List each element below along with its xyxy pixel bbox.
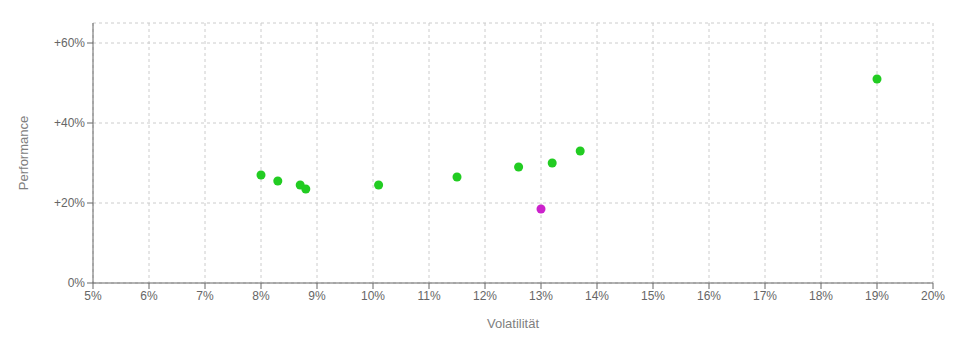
svg-text:16%: 16% (697, 289, 721, 303)
svg-text:+20%: +20% (54, 196, 85, 210)
svg-text:18%: 18% (809, 289, 833, 303)
svg-text:Volatilität: Volatilität (487, 316, 539, 331)
svg-text:0%: 0% (68, 276, 86, 290)
svg-text:14%: 14% (585, 289, 609, 303)
svg-text:11%: 11% (417, 289, 440, 303)
svg-text:15%: 15% (641, 289, 665, 303)
svg-text:5%: 5% (84, 289, 102, 303)
svg-text:Performance: Performance (16, 116, 31, 190)
svg-text:12%: 12% (473, 289, 497, 303)
svg-text:6%: 6% (140, 289, 158, 303)
svg-text:7%: 7% (196, 289, 214, 303)
svg-text:+40%: +40% (54, 116, 85, 130)
svg-text:9%: 9% (308, 289, 326, 303)
svg-text:8%: 8% (252, 289, 270, 303)
svg-text:10%: 10% (361, 289, 385, 303)
svg-text:19%: 19% (865, 289, 889, 303)
svg-text:+60%: +60% (54, 36, 85, 50)
svg-text:17%: 17% (753, 289, 777, 303)
svg-text:20%: 20% (921, 289, 945, 303)
svg-text:13%: 13% (529, 289, 553, 303)
